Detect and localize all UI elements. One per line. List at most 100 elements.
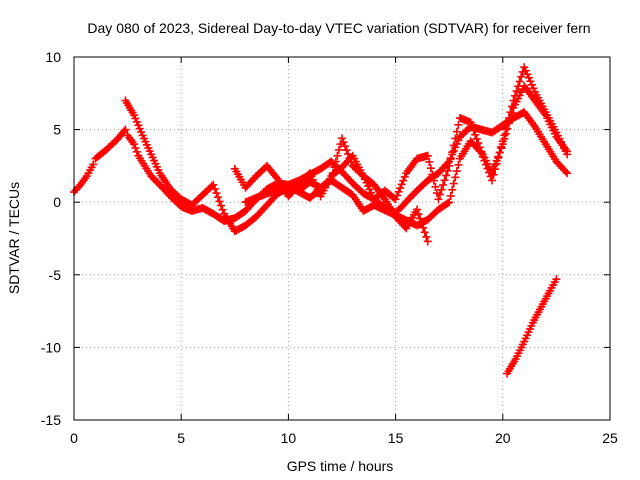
data-marker — [448, 185, 457, 194]
data-marker — [439, 180, 448, 189]
data-marker — [512, 87, 521, 96]
data-marker — [217, 201, 226, 210]
data-marker — [495, 148, 504, 157]
data-marker — [475, 147, 484, 156]
data-marker — [471, 130, 480, 139]
y-tick-label: -5 — [49, 267, 62, 283]
data-marker — [521, 66, 530, 75]
data-marker — [341, 142, 350, 151]
data-point — [563, 150, 572, 159]
data-marker — [443, 199, 452, 208]
data-marker — [469, 126, 478, 135]
data-marker — [506, 108, 515, 117]
data-marker — [420, 228, 429, 237]
data-marker — [218, 205, 227, 214]
data-marker — [492, 159, 501, 168]
data-point — [498, 137, 507, 146]
data-point — [563, 169, 572, 178]
data-point — [423, 237, 432, 246]
data-marker — [442, 171, 451, 180]
data-marker — [215, 197, 224, 206]
data-point — [520, 63, 529, 72]
data-marker — [452, 127, 461, 136]
data-marker — [213, 193, 222, 202]
data-point — [477, 148, 486, 157]
data-points — [70, 63, 572, 378]
data-marker — [483, 164, 492, 173]
y-tick-label: -15 — [41, 412, 61, 428]
data-marker — [400, 172, 409, 181]
data-marker — [481, 160, 490, 169]
data-marker — [333, 151, 342, 160]
data-marker — [523, 70, 532, 79]
data-marker — [489, 170, 498, 179]
data-marker — [480, 156, 489, 165]
data-point — [121, 125, 130, 134]
data-marker — [397, 180, 406, 189]
data-marker — [500, 131, 509, 140]
x-tick-labels: 0 5 10 15 20 25 — [70, 430, 618, 446]
data-marker — [331, 157, 340, 166]
data-point — [466, 118, 475, 127]
data-marker — [431, 182, 440, 191]
data-marker — [342, 146, 351, 155]
data-marker — [437, 185, 446, 194]
x-tick-label: 10 — [281, 430, 297, 446]
data-marker — [503, 119, 512, 128]
data-marker — [478, 152, 487, 161]
data-marker — [517, 72, 526, 81]
x-axis-label: GPS time / hours — [287, 458, 394, 474]
data-marker — [529, 84, 538, 93]
data-marker — [526, 77, 535, 86]
data-marker — [451, 173, 460, 182]
data-marker — [451, 134, 460, 143]
data-marker — [501, 125, 510, 134]
data-point — [209, 180, 218, 189]
data-marker — [472, 134, 481, 143]
data-marker — [511, 91, 520, 100]
data-marker — [394, 187, 403, 196]
data-marker — [393, 191, 402, 200]
data-marker — [515, 77, 524, 86]
data-marker — [449, 179, 458, 188]
x-tick-label: 0 — [70, 430, 78, 446]
data-point — [445, 161, 454, 170]
data-marker — [436, 190, 445, 199]
data-marker — [132, 147, 141, 156]
data-marker — [429, 176, 438, 185]
data-point — [434, 195, 443, 204]
data-marker — [497, 142, 506, 151]
data-marker — [448, 148, 457, 157]
data-marker — [422, 232, 431, 241]
x-tick-label: 20 — [495, 430, 511, 446]
data-marker — [491, 165, 500, 174]
data-marker — [514, 82, 523, 91]
data-point — [423, 151, 432, 160]
data-marker — [212, 189, 221, 198]
y-tick-label: 5 — [53, 122, 61, 138]
data-marker — [561, 167, 570, 176]
data-marker — [524, 73, 533, 82]
data-marker — [440, 176, 449, 185]
data-marker — [334, 145, 343, 154]
x-tick-label: 5 — [177, 430, 185, 446]
data-marker — [443, 166, 452, 175]
data-marker — [507, 102, 516, 111]
chart-title: Day 080 of 2023, Sidereal Day-to-day VTE… — [87, 20, 590, 36]
data-point — [130, 140, 139, 149]
y-tick-label: -10 — [41, 339, 61, 355]
data-marker — [446, 191, 455, 200]
data-point — [391, 195, 400, 204]
data-marker — [454, 120, 463, 129]
data-marker — [446, 155, 455, 164]
y-tick-labels: -15 -10 -5 0 5 10 — [41, 49, 61, 428]
data-marker — [339, 138, 348, 147]
data-point — [89, 160, 98, 169]
data-point — [552, 275, 561, 284]
data-marker — [425, 157, 434, 166]
x-tick-label: 25 — [602, 430, 618, 446]
data-marker — [426, 164, 435, 173]
data-marker — [494, 154, 503, 163]
y-tick-label: 10 — [45, 49, 61, 65]
